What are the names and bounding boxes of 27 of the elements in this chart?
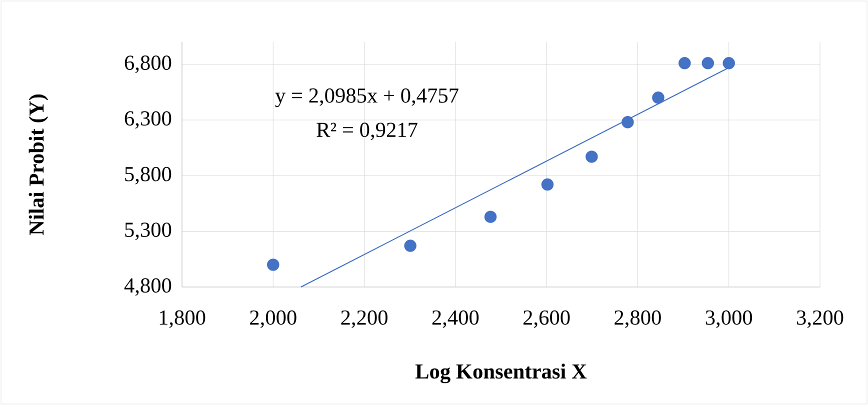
annotation: y = 2,0985x + 0,4757 — [275, 88, 458, 108]
y-axis-title: Nilai Probit (Y) — [28, 94, 48, 236]
y-tick-label: 4,800 — [124, 278, 172, 296]
point — [541, 178, 554, 191]
y-tick-label: 5,800 — [125, 166, 172, 184]
point — [267, 258, 280, 271]
x-tick-label: 2,200 — [341, 310, 388, 328]
y-tick-label: 5,300 — [125, 222, 172, 240]
x-tick-label: 3,000 — [706, 310, 752, 328]
x-tick-label: 3,200 — [797, 310, 844, 328]
point — [622, 116, 634, 128]
x-axis-title: Log Konsentrasi X — [415, 364, 587, 384]
point — [404, 240, 416, 252]
x-tick-label: 2,800 — [614, 310, 661, 328]
x-tick-label: 1,800 — [160, 310, 206, 328]
point — [652, 92, 664, 104]
point — [722, 57, 735, 70]
x-tick-label: 2,000 — [250, 310, 296, 328]
point — [678, 57, 691, 70]
x-tick-label: 2,600 — [524, 310, 570, 328]
point — [586, 150, 598, 163]
annotation: R² = 0,9217 — [316, 122, 418, 140]
y-tick-label: 6,800 — [124, 56, 172, 74]
point — [484, 210, 497, 223]
y-tick-label: 6,300 — [124, 111, 172, 129]
x-tick-label: 2,400 — [432, 310, 479, 328]
point — [702, 57, 714, 70]
